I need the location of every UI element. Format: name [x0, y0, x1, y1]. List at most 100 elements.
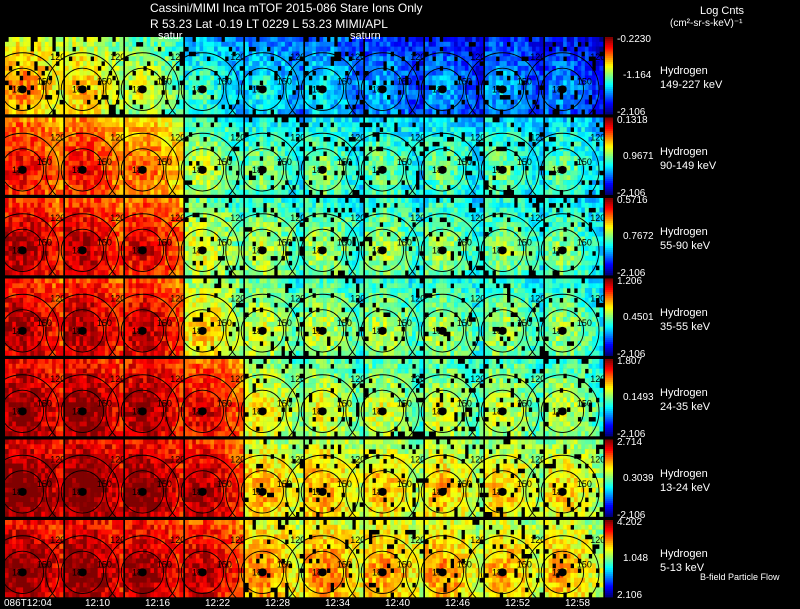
contour-label: 120: [110, 535, 125, 545]
contour-label: 180: [12, 245, 27, 255]
contour-label: 150: [397, 479, 412, 489]
contour-label: 120: [350, 455, 365, 465]
contour-label: 150: [97, 560, 112, 570]
contour-label: 150: [577, 238, 592, 248]
contour-label: 120: [50, 213, 65, 223]
time-label: 12:16: [145, 598, 170, 609]
contour-label: 150: [457, 318, 472, 328]
contour-label: 120: [350, 535, 365, 545]
contour-label: 120: [290, 374, 305, 384]
contour-label: 150: [37, 238, 52, 248]
contour-label: 180: [192, 245, 207, 255]
contour-label: 180: [252, 326, 267, 336]
contour-label: 150: [97, 318, 112, 328]
colorbar-max-label: 2.714: [617, 438, 642, 448]
row-species-label: Hydrogen: [660, 307, 708, 319]
contour-label: 150: [37, 157, 52, 167]
contour-label: 120: [50, 133, 65, 143]
contour-label: 120: [410, 213, 425, 223]
contour-label: 150: [97, 77, 112, 87]
contour-label: 180: [312, 245, 327, 255]
colorbar: [605, 198, 613, 275]
contour-label: 150: [337, 479, 352, 489]
colorbar-mid-label: 0.3039: [623, 474, 654, 484]
contour-label: 150: [157, 77, 172, 87]
contour-label: 150: [397, 157, 412, 167]
row-species-label: Hydrogen: [660, 65, 708, 77]
colorbar-title: Log Cnts: [700, 5, 744, 17]
contour-label: 150: [517, 157, 532, 167]
contour-label: 150: [337, 77, 352, 87]
contour-label: 180: [312, 326, 327, 336]
contour-label: 120: [110, 294, 125, 304]
contour-label: 120: [230, 455, 245, 465]
contour-label: 180: [552, 406, 567, 416]
contour-label: 120: [530, 52, 545, 62]
contour-label: 120: [530, 294, 545, 304]
contour-label: 120: [50, 374, 65, 384]
contour-label: 150: [397, 77, 412, 87]
contour-label: 180: [372, 567, 387, 577]
contour-label: 150: [157, 560, 172, 570]
colorbar-units: (cm²-sr-s-keV)⁻¹: [670, 18, 742, 30]
contour-label: 120: [350, 374, 365, 384]
contour-label: 120: [170, 213, 185, 223]
contour-label: 120: [290, 52, 305, 62]
contour-label: 180: [72, 326, 87, 336]
row-species-label: Hydrogen: [660, 387, 708, 399]
contour-label: 180: [132, 245, 147, 255]
contour-label: 150: [457, 238, 472, 248]
contour-label: 180: [492, 245, 507, 255]
contour-label: 150: [217, 77, 232, 87]
contour-label: 180: [72, 567, 87, 577]
contour-label: 150: [577, 157, 592, 167]
contour-label: 150: [517, 238, 532, 248]
contour-label: 180: [432, 567, 447, 577]
contour-label: 180: [552, 245, 567, 255]
contour-label: 120: [410, 535, 425, 545]
contour-label: 120: [590, 535, 605, 545]
contour-label: 180: [432, 406, 447, 416]
contour-label: 150: [277, 77, 292, 87]
row-energy-label: 35-55 keV: [660, 321, 710, 333]
contour-label: 120: [350, 294, 365, 304]
contour-label: 150: [37, 399, 52, 409]
contour-label: 150: [97, 157, 112, 167]
colorbar: [605, 440, 613, 517]
contour-label: 180: [72, 84, 87, 94]
colorbar: [605, 37, 613, 114]
contour-label: 150: [217, 399, 232, 409]
row-energy-label: 13-24 keV: [660, 482, 710, 494]
contour-label: 180: [72, 165, 87, 175]
colorbar-mid-label: 0.1493: [623, 393, 654, 403]
contour-label: 180: [432, 165, 447, 175]
colorbar-mid-label: -1.164: [623, 71, 651, 81]
contour-label: 180: [552, 84, 567, 94]
contour-label: 120: [470, 294, 485, 304]
contour-label: 150: [457, 560, 472, 570]
saturn-label: satur: [158, 30, 182, 42]
contour-label: 180: [192, 567, 207, 577]
contour-label: 150: [457, 479, 472, 489]
row-energy-label: 149-227 keV: [660, 79, 722, 91]
colorbar-mid-label: 0.9671: [623, 152, 654, 162]
contour-label: 180: [12, 326, 27, 336]
contour-label: 120: [470, 535, 485, 545]
contour-label: 150: [337, 238, 352, 248]
contour-label: 150: [217, 157, 232, 167]
colorbar-max-label: 1.206: [617, 277, 642, 287]
contour-label: 120: [530, 455, 545, 465]
contour-label: 180: [12, 567, 27, 577]
contour-label: 150: [157, 399, 172, 409]
colorbar-max-label: 0.5716: [617, 196, 648, 206]
contour-label: 150: [517, 77, 532, 87]
contour-label: 180: [552, 567, 567, 577]
colorbar-max-label: 4.202: [617, 518, 642, 528]
row-energy-label: 55-90 keV: [660, 240, 710, 252]
contour-label: 180: [252, 245, 267, 255]
contour-label: 120: [230, 52, 245, 62]
contour-label: 180: [192, 84, 207, 94]
contour-label: 120: [530, 535, 545, 545]
contour-label: 120: [50, 52, 65, 62]
